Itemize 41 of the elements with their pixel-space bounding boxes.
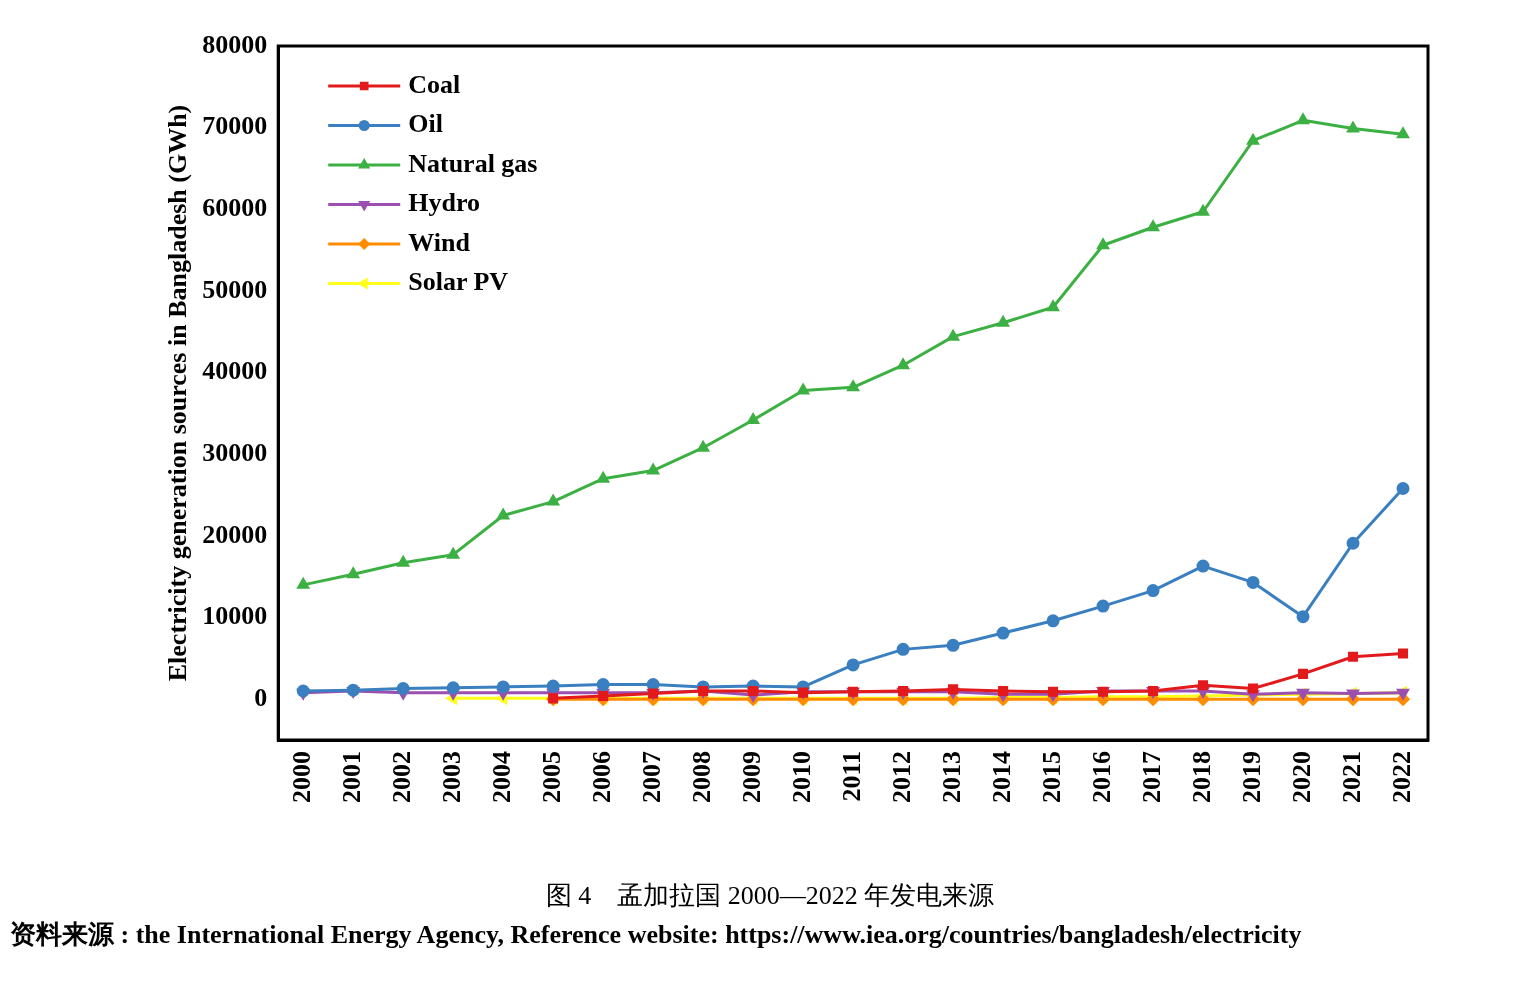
legend-label: Coal xyxy=(408,69,461,99)
x-tick-label: 2008 xyxy=(686,751,716,803)
x-tick-label: 2011 xyxy=(836,751,866,802)
y-tick-label: 50000 xyxy=(202,274,268,304)
caption: 图 4 孟加拉国 2000—2022 年发电来源 xyxy=(544,880,996,912)
x-tick-label: 2018 xyxy=(1186,751,1216,803)
x-tick-label: 2004 xyxy=(486,751,516,803)
x-tick-label: 2021 xyxy=(1336,751,1366,803)
x-tick-label: 2003 xyxy=(436,751,466,803)
y-tick-label: 0 xyxy=(254,682,268,712)
x-tick-label: 2006 xyxy=(586,751,616,803)
legend-label: Hydro xyxy=(408,188,480,218)
x-tick-label: 2016 xyxy=(1086,751,1116,803)
y-tick-label: 80000 xyxy=(202,29,268,59)
y-axis-title: Electricity generation sources in Bangladesh (GWh) xyxy=(163,104,193,682)
legend-label: Natural gas xyxy=(408,148,538,178)
x-tick-label: 2007 xyxy=(636,751,666,803)
x-tick-label: 2009 xyxy=(736,751,766,803)
x-tick-label: 2000 xyxy=(286,751,316,803)
x-tick-label: 2005 xyxy=(536,751,566,803)
y-tick-label: 60000 xyxy=(202,193,268,223)
legend-label: Oil xyxy=(408,109,443,139)
y-tick-label: 70000 xyxy=(202,111,268,141)
x-tick-label: 2020 xyxy=(1286,751,1316,803)
x-tick-label: 2012 xyxy=(886,751,916,803)
y-tick-label: 10000 xyxy=(202,601,268,631)
y-tick-label: 20000 xyxy=(202,519,268,549)
x-tick-label: 2014 xyxy=(986,751,1016,803)
x-tick-label: 2019 xyxy=(1236,751,1266,803)
legend-label: Solar PV xyxy=(408,267,509,297)
x-tick-label: 2022 xyxy=(1386,751,1416,803)
x-tick-label: 2017 xyxy=(1136,751,1166,803)
text: 资料来源 : the International Energy Agency, Reference website: https://www.iea.org/countries/bangladesh/electricity xyxy=(10,918,1303,951)
x-tick-label: 2001 xyxy=(336,751,366,803)
y-tick-label: 40000 xyxy=(202,356,268,386)
x-tick-label: 2013 xyxy=(936,751,966,803)
x-tick-label: 2010 xyxy=(786,751,816,803)
y-tick-label: 30000 xyxy=(202,437,268,467)
x-tick-label: 2015 xyxy=(1036,751,1066,803)
x-tick-label: 2002 xyxy=(386,751,416,803)
legend-label: Wind xyxy=(408,227,471,257)
